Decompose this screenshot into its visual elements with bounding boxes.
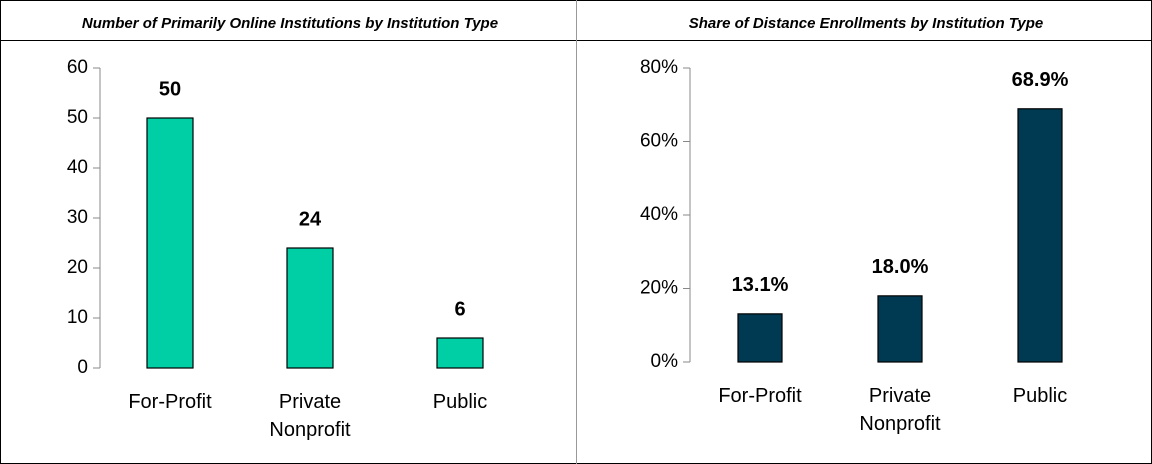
x-tick-label: For-Profit [128, 391, 212, 413]
bar [436, 337, 484, 369]
bar [146, 117, 194, 369]
y-tick-label: 50 [67, 107, 88, 128]
bar [877, 295, 923, 363]
data-label: 18.0% [872, 256, 929, 278]
y-tick-label: 20% [640, 278, 678, 299]
y-tick-label: 60% [640, 131, 678, 152]
data-label: 50 [159, 78, 181, 100]
bar [737, 313, 783, 363]
data-label: 68.9% [1012, 69, 1069, 91]
chart-title: Share of Distance Enrollments by Institu… [689, 15, 1044, 32]
y-tick-label: 40 [67, 157, 88, 178]
y-tick-label: 20 [67, 257, 88, 278]
y-tick-label: 60 [67, 57, 88, 78]
y-tick-label: 0 [77, 357, 88, 378]
x-tick-label: Private Nonprofit [269, 391, 351, 441]
y-tick-label: 40% [640, 204, 678, 225]
x-tick-label: Public [432, 391, 488, 413]
x-tick-label: Private Nonprofit [859, 385, 941, 435]
data-label: 6 [454, 298, 465, 320]
y-tick-label: 80% [640, 57, 678, 78]
bar [1017, 108, 1063, 363]
y-tick-label: 30 [67, 207, 88, 228]
data-label: 13.1% [732, 274, 789, 296]
data-label: 24 [299, 208, 322, 230]
x-tick-label: Public [1012, 385, 1068, 407]
x-tick-label: For-Profit [718, 385, 802, 407]
bar [286, 247, 334, 369]
chart-title: Number of Primarily Online Institutions … [82, 15, 498, 32]
y-tick-label: 10 [67, 307, 88, 328]
y-tick-label: 0% [651, 351, 679, 372]
